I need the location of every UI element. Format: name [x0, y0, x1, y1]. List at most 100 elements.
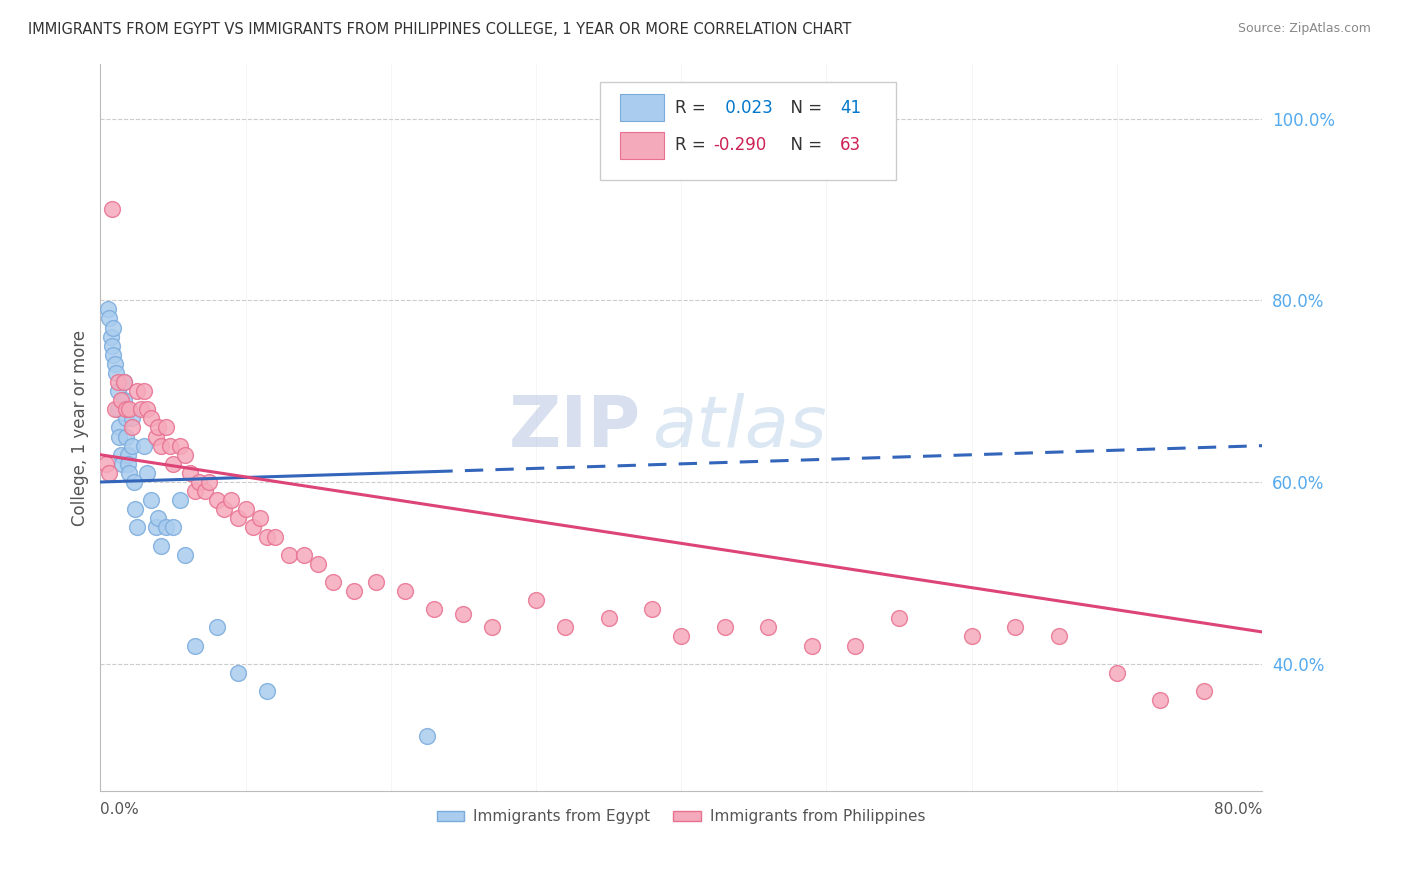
Point	[121, 439, 143, 453]
Point	[108, 420, 131, 434]
Point	[169, 493, 191, 508]
Point	[524, 593, 547, 607]
Point	[107, 375, 129, 389]
Point	[173, 548, 195, 562]
Point	[844, 639, 866, 653]
Point	[101, 339, 124, 353]
Point	[145, 520, 167, 534]
Text: 80.0%: 80.0%	[1213, 802, 1263, 817]
Point	[184, 484, 207, 499]
Text: R =: R =	[675, 136, 711, 154]
Point	[150, 439, 173, 453]
Point	[115, 429, 138, 443]
Point	[481, 620, 503, 634]
Point	[194, 484, 217, 499]
Point	[205, 493, 228, 508]
Text: 0.023: 0.023	[720, 99, 772, 117]
Point	[256, 529, 278, 543]
Point	[226, 511, 249, 525]
Point	[111, 457, 134, 471]
Text: R =: R =	[675, 99, 711, 117]
Point	[155, 420, 177, 434]
Point	[135, 402, 157, 417]
Point	[179, 466, 201, 480]
Text: atlas: atlas	[652, 393, 827, 462]
Point	[256, 684, 278, 698]
Text: 63: 63	[841, 136, 862, 154]
Point	[423, 602, 446, 616]
Point	[343, 584, 366, 599]
Point	[118, 402, 141, 417]
Point	[115, 411, 138, 425]
Point	[125, 384, 148, 399]
Point	[141, 411, 163, 425]
Point	[103, 320, 125, 334]
Point	[101, 202, 124, 217]
Point	[162, 457, 184, 471]
Point	[112, 393, 135, 408]
Point	[118, 466, 141, 480]
Point	[100, 329, 122, 343]
Point	[159, 439, 181, 453]
Point	[155, 520, 177, 534]
Point	[713, 620, 735, 634]
Point	[366, 574, 388, 589]
Point	[103, 348, 125, 362]
Point	[226, 665, 249, 680]
Point	[212, 502, 235, 516]
Point	[129, 402, 152, 417]
Point	[669, 630, 692, 644]
Y-axis label: College, 1 year or more: College, 1 year or more	[72, 329, 89, 525]
Point	[169, 439, 191, 453]
Point	[104, 402, 127, 417]
Text: IMMIGRANTS FROM EGYPT VS IMMIGRANTS FROM PHILIPPINES COLLEGE, 1 YEAR OR MORE COR: IMMIGRANTS FROM EGYPT VS IMMIGRANTS FROM…	[28, 22, 852, 37]
Point	[1149, 693, 1171, 707]
Point	[173, 448, 195, 462]
Point	[219, 493, 242, 508]
Point	[117, 457, 139, 471]
Point	[105, 366, 128, 380]
Point	[141, 493, 163, 508]
Bar	[620, 132, 664, 160]
Point	[148, 511, 170, 525]
FancyBboxPatch shape	[600, 82, 896, 180]
Text: N =: N =	[780, 136, 827, 154]
Point	[249, 511, 271, 525]
Bar	[620, 94, 664, 121]
Point	[1004, 620, 1026, 634]
Point	[132, 439, 155, 453]
Point	[108, 429, 131, 443]
Point	[107, 402, 129, 417]
Point	[112, 375, 135, 389]
Point	[198, 475, 221, 489]
Point	[554, 620, 576, 634]
Point	[1047, 630, 1070, 644]
Text: -0.290: -0.290	[714, 136, 766, 154]
Point	[97, 302, 120, 317]
Point	[1105, 665, 1128, 680]
Point	[242, 520, 264, 534]
Point	[960, 630, 983, 644]
Point	[132, 384, 155, 399]
Point	[115, 402, 138, 417]
Point	[148, 420, 170, 434]
Point	[184, 639, 207, 653]
Point	[121, 420, 143, 434]
Point	[98, 466, 121, 480]
Text: ZIP: ZIP	[509, 393, 641, 462]
Point	[145, 429, 167, 443]
Point	[96, 457, 118, 471]
Legend: Immigrants from Egypt, Immigrants from Philippines: Immigrants from Egypt, Immigrants from P…	[430, 804, 932, 830]
Point	[98, 311, 121, 326]
Text: Source: ZipAtlas.com: Source: ZipAtlas.com	[1237, 22, 1371, 36]
Point	[188, 475, 211, 489]
Point	[117, 448, 139, 462]
Point	[235, 502, 257, 516]
Point	[135, 466, 157, 480]
Point	[205, 620, 228, 634]
Point	[122, 475, 145, 489]
Text: 41: 41	[841, 99, 862, 117]
Point	[292, 548, 315, 562]
Text: 0.0%: 0.0%	[100, 802, 139, 817]
Point	[887, 611, 910, 625]
